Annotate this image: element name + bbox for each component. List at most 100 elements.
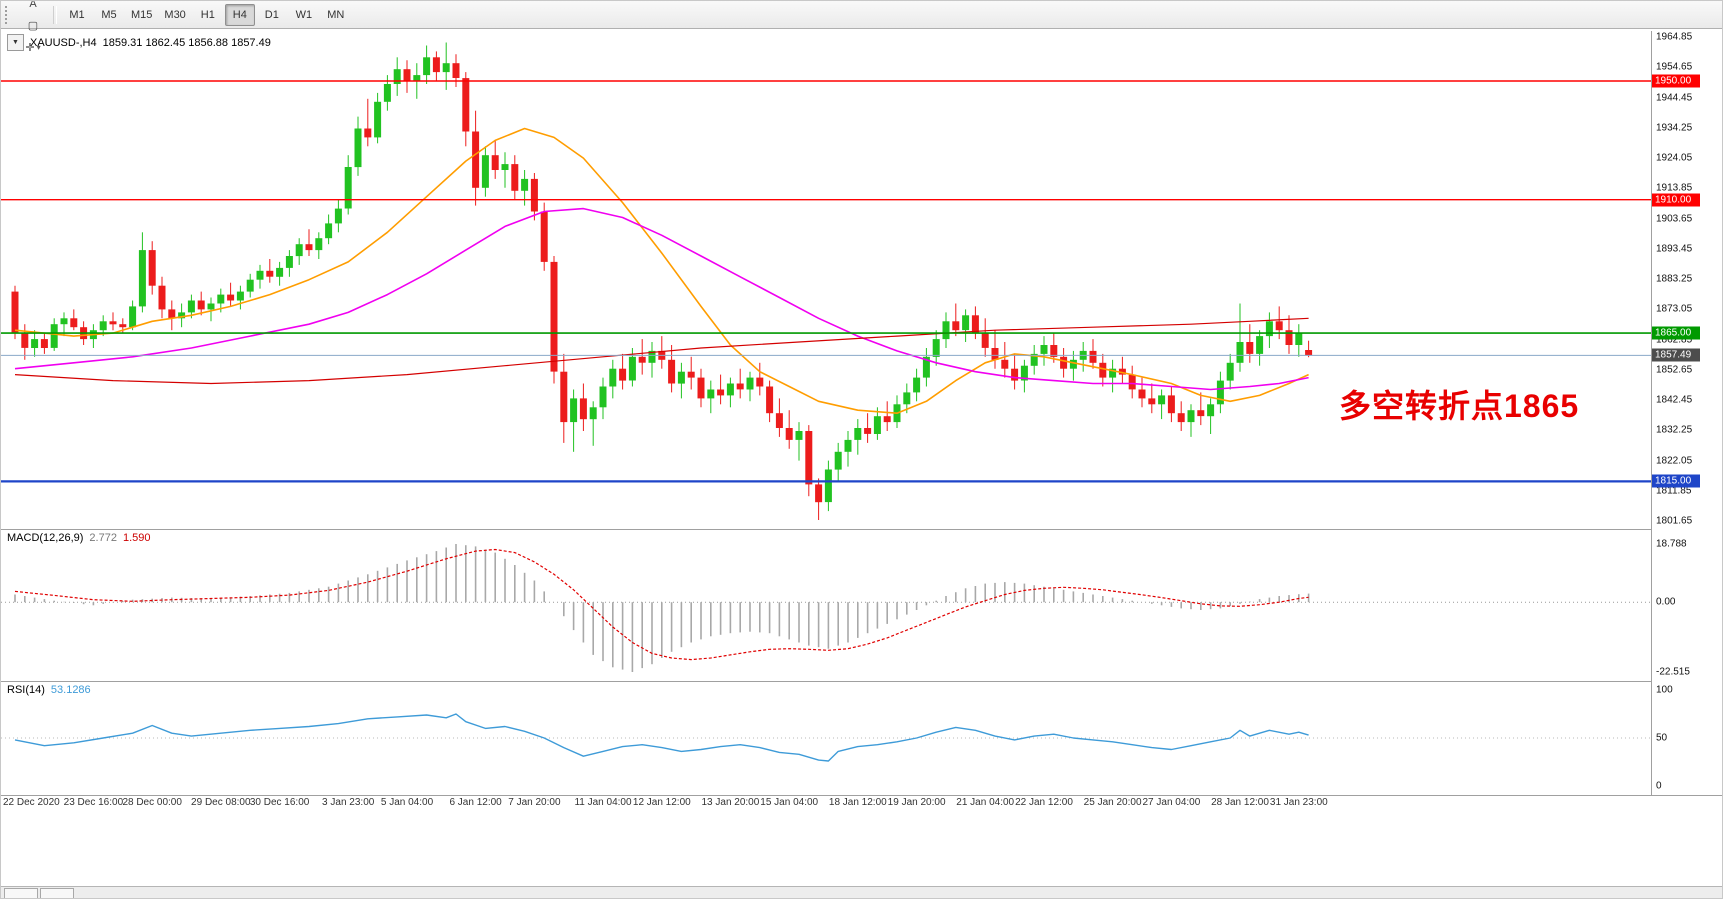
candle-body: [1001, 359, 1009, 369]
candle-body: [707, 389, 715, 399]
candle-body: [521, 178, 529, 191]
candle-body: [70, 318, 78, 328]
panel-separator: [1, 795, 1722, 796]
candle-body: [540, 211, 548, 262]
candle-body: [785, 428, 793, 440]
candle-body: [1128, 374, 1136, 390]
ma-line-orange: [14, 127, 1309, 415]
ma-line-magenta: [14, 207, 1309, 391]
rsi-tick: 100: [1656, 684, 1673, 696]
candle-body: [1060, 356, 1068, 369]
rsi-value: 53.1286: [50, 684, 91, 696]
price-tick: 1883.25: [1656, 273, 1693, 285]
candle-body: [11, 291, 19, 334]
candle-body: [413, 75, 421, 81]
candle-body: [383, 84, 391, 102]
chart-tab[interactable]: [40, 888, 74, 898]
candle-body: [726, 383, 734, 396]
date-label: 30 Dec 16:00: [249, 797, 310, 808]
timeframe-d1[interactable]: D1: [264, 8, 279, 21]
candle-body: [1226, 362, 1234, 381]
price-tick: 1801.65: [1656, 515, 1693, 527]
candle-body: [1305, 350, 1313, 356]
cursor-tool-icon[interactable]: ✛ ▾: [25, 42, 41, 54]
macd-tick: -22.515: [1656, 666, 1690, 678]
price-tick: 1832.25: [1656, 424, 1693, 436]
rsi-panel[interactable]: [1, 682, 1651, 794]
candle-body: [550, 261, 558, 372]
price-tag-1815.00: 1815.00: [1652, 474, 1700, 488]
candle-body: [481, 155, 489, 188]
candle-body: [315, 238, 323, 251]
timeframe-h4[interactable]: H4: [224, 3, 255, 26]
candle-body: [599, 386, 607, 408]
timeframe-h1[interactable]: H1: [200, 8, 215, 21]
candle-body: [638, 356, 646, 363]
object-box-icon[interactable]: ▢: [27, 20, 39, 32]
candle-body: [942, 321, 950, 340]
price-tick: 1903.65: [1656, 213, 1693, 224]
date-label: 28 Dec 00:00: [122, 797, 182, 808]
date-label: 5 Jan 04:00: [380, 797, 434, 808]
candle-body: [1197, 410, 1205, 417]
price-tick: 1924.05: [1656, 152, 1693, 164]
toolbar-drag-handle[interactable]: [5, 5, 12, 24]
date-label: 31 Jan 23:00: [1269, 797, 1328, 808]
one-click-trading-toggle[interactable]: ▼: [7, 34, 24, 51]
candle-body: [305, 244, 313, 251]
macd-label: MACD(12,26,9) 2.772 1.590: [7, 532, 150, 544]
candle-body: [1158, 395, 1166, 405]
candle-body: [1256, 336, 1264, 354]
macd-panel[interactable]: [1, 530, 1651, 680]
timeframe-m30[interactable]: M30: [164, 8, 186, 21]
candle-body: [1050, 345, 1058, 357]
candle-body: [295, 244, 303, 257]
timeframe-mn[interactable]: MN: [327, 8, 345, 21]
ma-line-red: [14, 317, 1309, 385]
timeframe-m15[interactable]: M15: [131, 8, 153, 21]
macd-main-value: 2.772: [89, 532, 117, 544]
candle-body: [403, 69, 411, 82]
date-label: 25 Jan 20:00: [1083, 797, 1142, 808]
time-axis[interactable]: 22 Dec 2020 23 Dec 16:00 28 Dec 00:00 29 De…: [1, 797, 1651, 813]
candle-body: [187, 300, 195, 313]
text-tool-icon[interactable]: A: [29, 0, 37, 10]
candle-body: [236, 291, 244, 301]
candle-body: [834, 451, 842, 470]
candle-body: [619, 368, 627, 381]
candle-body: [1020, 365, 1028, 381]
chart-annotation-text[interactable]: 多空转折点1865: [1339, 388, 1580, 424]
candle-body: [129, 306, 137, 328]
candle-body: [501, 164, 509, 170]
price-tick: 1944.45: [1656, 92, 1693, 103]
timeframe-w1[interactable]: W1: [295, 8, 313, 21]
candle-body: [903, 392, 911, 405]
candle-body: [354, 128, 362, 168]
chart-tab[interactable]: [4, 888, 38, 898]
candle-body: [1285, 330, 1293, 345]
candle-body: [334, 208, 342, 224]
timeframe-m5[interactable]: M5: [101, 8, 117, 21]
candle-body: [197, 300, 205, 310]
ohlc-values: 1859.31 1862.45 1856.88 1857.49: [102, 36, 271, 49]
candle-body: [1275, 321, 1283, 331]
price-axis[interactable]: 1964.85 1954.65 1944.45 1934.25 1924.05 1913.…: [1651, 31, 1722, 795]
price-tick: 1954.65: [1656, 61, 1693, 73]
candle-body: [756, 377, 764, 387]
price-tick: 1873.05: [1656, 303, 1693, 315]
candle-body: [1207, 404, 1215, 417]
candle-body: [922, 356, 930, 378]
timeframe-m1[interactable]: M1: [69, 8, 85, 21]
candle-body: [1011, 368, 1019, 381]
symbol-period-label: XAUUSD-,H4: [30, 36, 97, 49]
date-label: 3 Jan 23:00: [322, 797, 375, 808]
price-tick: 1852.65: [1656, 364, 1693, 376]
panel-separator[interactable]: [1, 681, 1722, 682]
price-chart-panel[interactable]: [1, 31, 1651, 527]
candle-body: [854, 428, 862, 440]
candle-body: [717, 389, 725, 396]
date-label: 18 Jan 12:00: [828, 797, 887, 808]
panel-separator[interactable]: [1, 529, 1722, 530]
candle-body: [40, 339, 48, 348]
